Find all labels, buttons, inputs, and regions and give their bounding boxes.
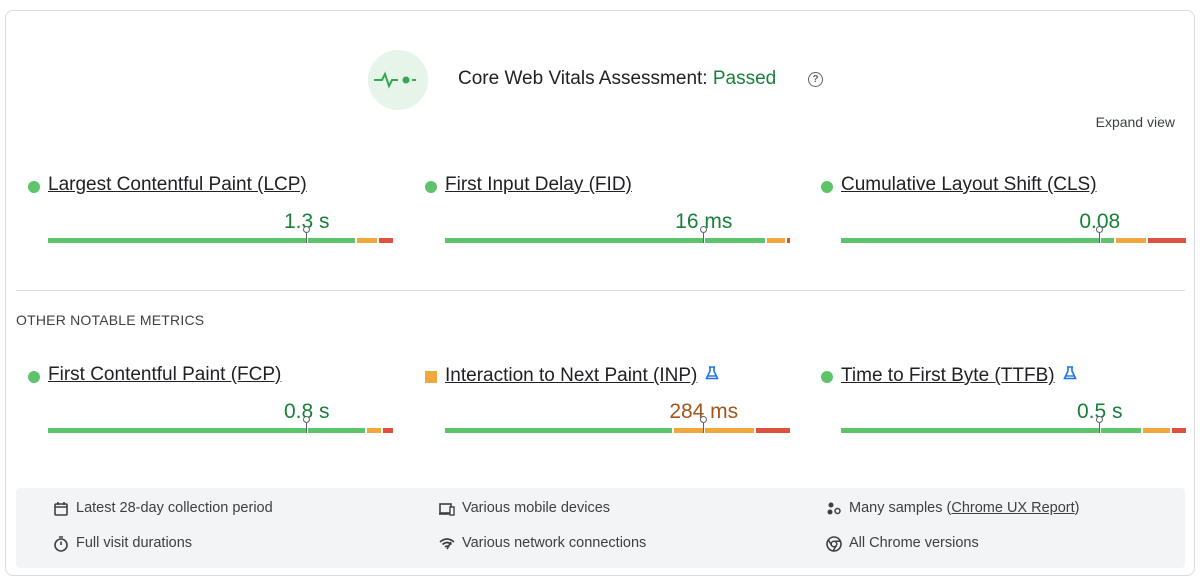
distribution-segment <box>767 238 785 243</box>
footer-text: Full visit durations <box>76 535 193 551</box>
distribution-segment <box>786 238 790 243</box>
metric: First Input Delay (FID) 16 ms <box>425 174 795 254</box>
status-marker <box>425 371 437 383</box>
footer-item: Various mobile devices <box>462 500 610 516</box>
metric-link[interactable]: Time to First Byte (TTFB) <box>841 365 1055 386</box>
distribution-bar <box>48 428 393 433</box>
metric-link[interactable]: First Input Delay (FID) <box>445 174 632 195</box>
footer-text: Latest 28-day collection period <box>76 500 273 516</box>
metric-link[interactable]: Cumulative Layout Shift (CLS) <box>841 174 1097 195</box>
distribution-bar <box>48 238 394 243</box>
footer-icon <box>52 500 70 518</box>
status-marker <box>821 181 833 193</box>
assessment-label: Core Web Vitals Assessment: <box>458 68 708 89</box>
distribution-segment <box>48 428 366 433</box>
metric: Interaction to Next Paint (INP) 284 ms <box>425 364 795 444</box>
metric-name[interactable]: Cumulative Layout Shift (CLS) <box>841 174 1097 196</box>
metric-value: 1.3 s <box>283 210 330 233</box>
footer-text: All Chrome versions <box>849 535 979 551</box>
footer-text: Various mobile devices <box>462 500 611 516</box>
metric-name[interactable]: First Input Delay (FID) <box>445 174 632 196</box>
footer-text: ) <box>1074 500 1080 516</box>
footer-text: Many samples ( <box>849 500 952 516</box>
section-label: OTHER NOTABLE METRICS <box>16 312 205 328</box>
metric-name[interactable]: First Contentful Paint (FCP) <box>48 364 281 386</box>
footer-icon <box>825 500 843 518</box>
distribution-segment <box>445 428 673 433</box>
assessment-status: Passed <box>712 68 777 89</box>
footer-icon <box>438 535 456 553</box>
footer-item: Latest 28-day collection period <box>76 500 273 516</box>
vitals-icon <box>368 50 428 110</box>
p75-marker <box>302 416 310 433</box>
distribution-segment <box>674 428 754 433</box>
p75-marker <box>302 226 310 243</box>
help-button[interactable]: ? <box>808 72 823 87</box>
metric: Largest Contentful Paint (LCP) 1.3 s <box>28 174 398 254</box>
metric-name[interactable]: Interaction to Next Paint (INP) <box>445 364 720 387</box>
assessment-title: Core Web Vitals Assessment: Passed <box>458 68 776 90</box>
footer-link[interactable]: Chrome UX Report <box>951 500 1075 516</box>
distribution-segment <box>48 238 355 243</box>
metric-name[interactable]: Largest Contentful Paint (LCP) <box>48 174 307 196</box>
metric: Cumulative Layout Shift (CLS) 0.08 <box>821 174 1191 254</box>
metric-value: 0.08 <box>1079 210 1121 233</box>
p75-marker <box>1095 226 1103 243</box>
experimental-icon <box>705 364 720 386</box>
metric-name[interactable]: Time to First Byte (TTFB) <box>841 364 1077 387</box>
footer-item: All Chrome versions <box>849 535 979 551</box>
footer-panel: Latest 28-day collection period Full visi… <box>16 488 1185 568</box>
distribution-segment <box>367 428 381 433</box>
distribution-bar <box>445 428 790 433</box>
distribution-segment <box>1148 238 1186 243</box>
p75-marker <box>699 226 707 243</box>
footer-icon <box>52 535 70 553</box>
distribution-bar <box>445 238 790 243</box>
distribution-bar <box>841 238 1186 243</box>
distribution-segment <box>1143 428 1171 433</box>
metric-link[interactable]: First Contentful Paint (FCP) <box>48 364 282 385</box>
distribution-segment <box>755 428 790 433</box>
distribution-segment <box>382 428 393 433</box>
metric-value: 284 ms <box>669 400 739 423</box>
distribution-segment <box>1172 428 1186 433</box>
distribution-segment <box>841 428 1142 433</box>
metric-value: 16 ms <box>675 210 733 233</box>
status-marker <box>28 181 40 193</box>
p75-marker <box>699 416 707 433</box>
footer-text: Various network connections <box>462 535 647 551</box>
expand-view[interactable]: Expand view <box>1095 114 1175 130</box>
status-marker <box>425 181 437 193</box>
footer-icon <box>438 500 456 518</box>
metric: First Contentful Paint (FCP) 0.8 s <box>28 364 398 444</box>
report-card <box>5 10 1195 576</box>
distribution-segment <box>356 238 378 243</box>
footer-item: Full visit durations <box>76 535 192 551</box>
metric-link[interactable]: Interaction to Next Paint (INP) <box>445 365 698 386</box>
metric-value: 0.8 s <box>283 400 330 423</box>
status-marker <box>821 371 833 383</box>
distribution-segment <box>379 238 394 243</box>
footer-item: Various network connections <box>462 535 646 551</box>
distribution-segment <box>841 238 1114 243</box>
metric: Time to First Byte (TTFB) 0.5 s <box>821 364 1191 444</box>
footer-item: Many samples (Chrome UX Report) <box>849 500 1079 516</box>
experimental-icon <box>1062 364 1077 386</box>
distribution-bar <box>841 428 1186 433</box>
status-marker <box>28 371 40 383</box>
divider <box>16 290 1185 291</box>
footer-icon <box>825 535 843 553</box>
metric-link[interactable]: Largest Contentful Paint (LCP) <box>48 174 307 195</box>
distribution-segment <box>445 238 766 243</box>
p75-marker <box>1095 416 1103 433</box>
metric-value: 0.5 s <box>1076 400 1123 423</box>
distribution-segment <box>1115 238 1147 243</box>
